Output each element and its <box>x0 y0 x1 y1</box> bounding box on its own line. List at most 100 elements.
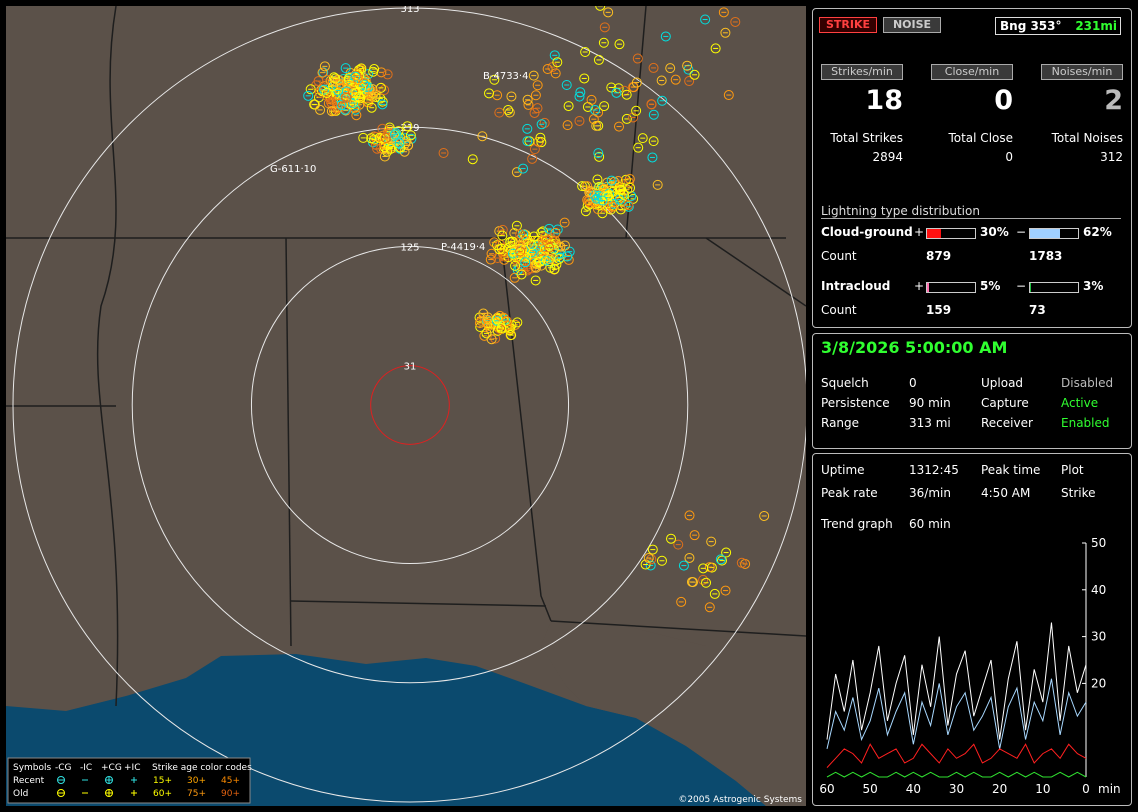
strike-symbol <box>532 241 543 252</box>
noise-button[interactable]: NOISE <box>883 17 941 33</box>
strike-button[interactable]: STRIKE <box>819 17 877 33</box>
sign: + <box>914 279 925 293</box>
strike-symbol <box>495 324 506 335</box>
total-value: 312 <box>1100 150 1123 164</box>
strike-symbol <box>588 114 599 125</box>
strike-symbol <box>330 73 341 84</box>
strike-symbol <box>595 6 606 11</box>
pct-bar-frame <box>926 282 976 293</box>
strike-symbol <box>589 190 600 201</box>
strike-symbol <box>652 179 663 190</box>
strike-symbol <box>704 562 715 573</box>
strike-symbol <box>534 256 545 267</box>
strike-symbol <box>511 220 522 231</box>
strike-symbol <box>615 184 626 195</box>
sign: + <box>914 225 925 239</box>
strike-symbol <box>363 97 374 108</box>
strike-symbol <box>599 22 610 33</box>
copyright: ©2005 Astrogenic Systems <box>678 795 802 805</box>
strike-symbol <box>645 560 656 571</box>
field: 1312:45 <box>909 463 959 477</box>
legend-row-label: Old <box>13 789 28 799</box>
trend-line <box>826 622 1087 740</box>
x-tick-label: 10 <box>1035 782 1050 796</box>
legend-symbol <box>105 776 113 784</box>
strike-symbol <box>607 201 618 212</box>
total-value: 0 <box>1005 150 1013 164</box>
strike-symbol <box>584 187 595 198</box>
datetime: 3/8/2026 5:00:00 AM <box>821 338 1008 357</box>
storm-label: B-4733·4 <box>483 71 528 82</box>
status-panel: 3/8/2026 5:00:00 AM Squelch 0 Upload Disabl… <box>812 333 1132 449</box>
strike-symbol <box>678 560 689 571</box>
legend-symbol <box>105 789 113 797</box>
strike-symbol <box>718 7 729 18</box>
strike-symbol <box>355 93 366 104</box>
rate-button[interactable]: Noises/min <box>1041 64 1123 80</box>
x-tick-label: 20 <box>992 782 1007 796</box>
strike-symbol <box>492 313 503 324</box>
state-border <box>96 6 119 707</box>
strike-symbol <box>438 147 449 158</box>
field: 4:50 AM <box>981 486 1031 500</box>
pct-bar-frame <box>1029 282 1079 293</box>
pct-label: 3% <box>1083 279 1104 293</box>
pct-bar <box>1030 229 1060 238</box>
legend-age: 75+ <box>187 789 206 799</box>
range-ring <box>12 7 806 803</box>
sign: − <box>1016 225 1027 239</box>
legend-age: 30+ <box>187 776 206 786</box>
strike-symbol <box>632 53 643 64</box>
strike-symbol <box>684 76 695 87</box>
strike-symbol <box>614 121 625 132</box>
x-tick-label: 0 <box>1082 782 1090 796</box>
strike-symbol <box>648 62 659 73</box>
strike-symbol <box>597 195 608 206</box>
strike-symbol <box>530 90 541 101</box>
strike-symbol <box>379 151 390 162</box>
strike-symbol <box>529 144 540 155</box>
strike-symbol <box>580 206 591 217</box>
strike-symbol <box>542 63 553 74</box>
strike-symbol <box>537 235 548 246</box>
strike-symbol <box>631 77 642 88</box>
strike-symbol <box>582 181 593 192</box>
strike-symbol <box>586 94 597 105</box>
strike-symbol <box>361 81 372 92</box>
strike-symbol <box>648 109 659 120</box>
strike-symbol <box>377 99 388 110</box>
strike-symbol <box>509 272 520 283</box>
bearing-box: Bng 353° 231mi <box>995 17 1121 35</box>
strike-symbol <box>623 200 634 211</box>
strike-symbol <box>666 533 677 544</box>
strike-symbol <box>518 163 529 174</box>
strike-symbol <box>620 174 631 185</box>
strike-symbol <box>544 242 555 253</box>
y-tick-label: 20 <box>1091 676 1106 690</box>
strike-symbol <box>354 99 365 110</box>
strike-symbol <box>670 74 681 85</box>
rate-button[interactable]: Close/min <box>931 64 1013 80</box>
strike-symbol <box>646 554 657 565</box>
strike-symbol <box>516 269 527 280</box>
storm-label: G-611·10 <box>270 164 316 175</box>
strike-symbol <box>561 79 572 90</box>
strike-symbol <box>377 123 388 134</box>
strike-symbol <box>657 95 668 106</box>
strike-symbol <box>389 129 400 140</box>
strike-symbol <box>723 90 734 101</box>
strike-symbol <box>492 90 503 101</box>
strike-symbol <box>515 246 526 257</box>
strike-symbol <box>580 47 591 58</box>
legend-title: Symbols <box>13 763 52 773</box>
strike-symbol <box>528 231 539 242</box>
storm-label: P-4419·4 <box>441 242 485 253</box>
strike-symbol <box>579 73 590 84</box>
trend-value: 60 min <box>909 517 951 531</box>
legend-age: 15+ <box>153 776 172 786</box>
strike-symbol <box>326 106 337 117</box>
rate-button[interactable]: Strikes/min <box>821 64 903 80</box>
strike-symbol <box>505 236 516 247</box>
strike-symbol <box>382 69 393 80</box>
strike-symbol <box>504 107 515 118</box>
